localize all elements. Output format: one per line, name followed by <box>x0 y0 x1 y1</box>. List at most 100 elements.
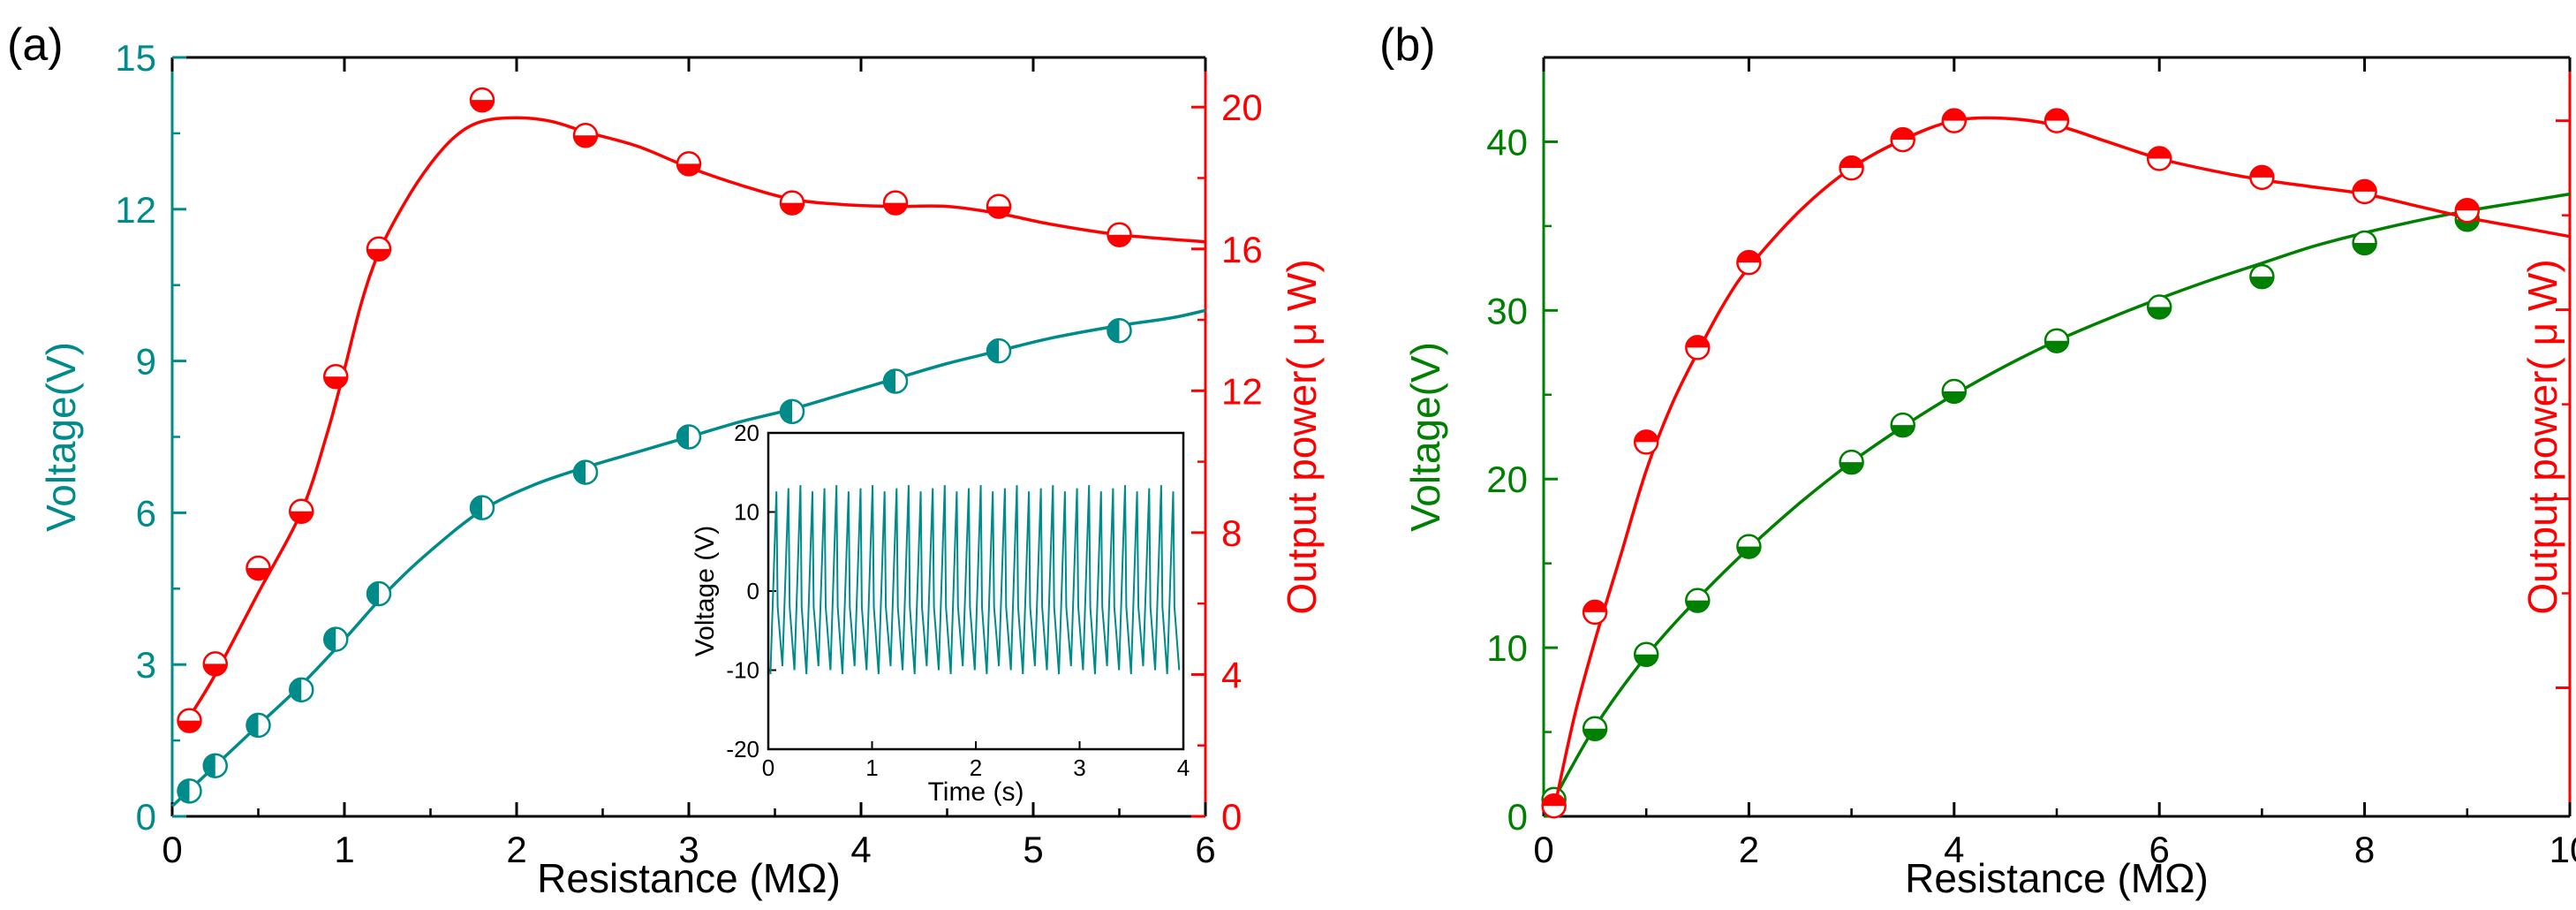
y-right-axis-label: Output power( μ W) <box>1279 259 1325 614</box>
x-axis-label: Resistance (MΩ) <box>1905 855 2209 901</box>
inset-x-tick-label: 4 <box>1177 755 1190 781</box>
y-left-axis-label: Voltage(V) <box>1402 342 1448 532</box>
y-right-tick-label: 16 <box>1221 229 1263 270</box>
data-point <box>1633 641 1659 667</box>
series-voltage <box>1541 192 2571 813</box>
data-point <box>2352 230 2377 256</box>
data-point <box>2043 328 2070 353</box>
data-point <box>2043 108 2070 133</box>
marker-fill <box>1737 546 1761 558</box>
marker-fill <box>1839 156 1863 169</box>
marker-fill <box>2250 277 2274 289</box>
data-point <box>177 778 202 804</box>
marker-fill <box>471 496 482 519</box>
data-point <box>2249 263 2275 290</box>
inset-x-tick-label: 3 <box>1073 755 1085 781</box>
data-point <box>1107 222 1132 247</box>
y-left-tick-label: 15 <box>115 37 156 79</box>
data-point <box>2146 294 2172 320</box>
data-point <box>1685 335 1711 360</box>
y-left-tick-label: 12 <box>115 189 156 231</box>
inset-y-tick-label: 10 <box>734 499 759 526</box>
marker-fill <box>781 202 804 215</box>
data-point <box>572 123 599 148</box>
y-right-tick-label: 0 <box>1221 796 1242 838</box>
panel-label: (a) <box>7 19 64 71</box>
marker-fill <box>178 720 201 732</box>
marker-fill <box>324 376 348 389</box>
marker-fill <box>574 460 585 484</box>
marker-fill <box>884 202 907 215</box>
data-point <box>246 555 271 581</box>
data-point <box>1685 588 1711 613</box>
data-point <box>779 398 805 425</box>
marker-fill <box>1891 425 1915 437</box>
y-left-tick-label: 10 <box>1486 627 1528 669</box>
x-tick-label: 2 <box>1739 829 1759 870</box>
y-right-tick-label: 4 <box>1221 654 1242 695</box>
data-point <box>1890 412 1915 438</box>
data-point <box>882 368 909 394</box>
marker-fill <box>2353 242 2376 254</box>
x-tick-label: 5 <box>1023 829 1043 870</box>
x-tick-label: 6 <box>2149 829 2170 870</box>
marker-fill <box>574 135 597 148</box>
marker-fill <box>987 339 999 363</box>
inset-y-tick-label: 20 <box>734 420 759 446</box>
data-point <box>202 753 228 778</box>
marker-fill <box>324 627 336 651</box>
data-point <box>986 337 1012 364</box>
marker-fill <box>1107 319 1120 343</box>
inset-x-tick-label: 0 <box>762 755 774 781</box>
marker-fill <box>471 100 494 112</box>
data-point <box>1736 534 1762 559</box>
marker-fill <box>2455 199 2479 211</box>
data-point <box>289 498 314 525</box>
y-left-tick-label: 0 <box>1507 796 1528 838</box>
data-point <box>1736 249 1762 276</box>
marker-fill <box>1583 600 1607 612</box>
data-point <box>323 626 349 652</box>
data-point <box>469 87 495 113</box>
marker-fill <box>246 568 270 580</box>
data-point <box>2249 164 2275 191</box>
marker-fill <box>1942 391 1966 403</box>
marker-fill <box>290 678 302 701</box>
marker-fill <box>367 582 379 606</box>
data-point <box>2146 146 2172 171</box>
inset-y-tick-label: -10 <box>726 657 759 684</box>
inset-x-tick-label: 1 <box>865 755 878 781</box>
series-line <box>188 116 1206 718</box>
marker-fill <box>2045 109 2068 121</box>
marker-fill <box>2353 179 2376 192</box>
inset-y-axis-label: Voltage (V) <box>691 526 720 656</box>
marker-fill <box>246 713 259 737</box>
data-point <box>572 459 599 485</box>
series-output-power <box>177 87 1206 733</box>
data-point <box>366 236 392 262</box>
y-left-tick-label: 3 <box>136 644 156 686</box>
marker-fill <box>2148 147 2172 159</box>
y-right-tick-label: 20 <box>1221 87 1263 128</box>
data-point <box>1941 378 1968 405</box>
marker-fill <box>203 664 227 676</box>
data-point <box>1839 449 1864 475</box>
marker-fill <box>203 754 215 777</box>
data-point <box>1890 126 1915 153</box>
data-point <box>202 651 228 677</box>
marker-fill <box>290 511 314 523</box>
data-point <box>1107 317 1132 344</box>
series-voltage <box>170 308 1206 808</box>
panel-b: (b) 0 2 4 6 8 10 Resistance (MΩ) 0 10 20 30 40 Voltag… <box>1379 19 2576 901</box>
data-point <box>676 424 702 450</box>
data-point <box>323 364 349 390</box>
data-point <box>1541 792 1567 819</box>
x-tick-label: 6 <box>1195 829 1215 870</box>
inset-signal-line <box>769 485 1181 675</box>
data-point <box>246 712 271 739</box>
marker-fill <box>677 425 689 449</box>
y-left-tick-label: 6 <box>136 492 156 534</box>
inset-y-tick-label: 0 <box>747 578 759 604</box>
y-left-tick-label: 30 <box>1486 290 1528 331</box>
